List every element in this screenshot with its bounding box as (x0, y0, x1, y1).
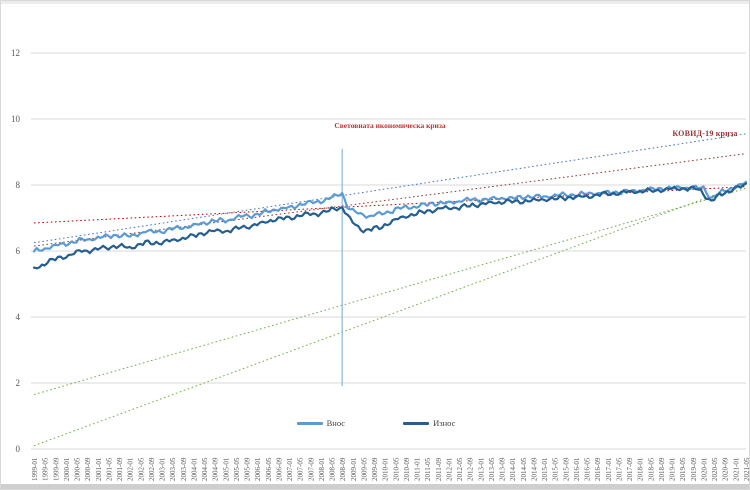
x-tick-label: 1999-01 (31, 457, 39, 481)
imports-legend-label: Внос (326, 418, 346, 428)
x-tick-label: 2013-01 (477, 457, 485, 481)
crisis-annotation: Световната икономическа криза (334, 121, 446, 130)
y-tick-label: 4 (16, 312, 21, 322)
x-tick-label: 2009-01 (350, 457, 358, 481)
x-tick-label: 2006-05 (265, 457, 273, 481)
x-tick-label: 2019-01 (669, 457, 677, 481)
trend-line-4 (33, 133, 747, 244)
x-tick-label: 2003-01 (159, 457, 167, 481)
x-tick-label: 2021-01 (732, 457, 740, 481)
y-tick-label: 0 (16, 444, 21, 454)
x-tick-label: 2007-01 (286, 457, 294, 481)
top-border-strip (1, 1, 749, 4)
y-tick-label: 10 (11, 114, 21, 124)
trend-line-0 (33, 187, 747, 396)
x-tick-label: 2016-09 (594, 457, 602, 481)
x-tick-label: 2000-09 (84, 457, 92, 481)
x-tick-label: 2014-09 (531, 457, 539, 481)
x-tick-label: 2014-05 (520, 457, 528, 481)
exports-line-swatch (403, 421, 430, 425)
x-tick-label: 2020-05 (711, 457, 719, 481)
legend-item-imports[interactable]: Внос (296, 418, 346, 428)
x-tick-label: 2008-05 (329, 457, 337, 481)
x-tick-label: 2010-05 (392, 457, 400, 481)
x-tick-label: 2011-01 (414, 457, 422, 481)
x-tick-label: 2009-09 (371, 457, 379, 481)
x-tick-label: 2008-09 (339, 457, 347, 481)
x-tick-label: 2007-05 (297, 457, 305, 481)
x-tick-label: 2003-05 (169, 457, 177, 481)
x-tick-label: 2020-01 (701, 457, 709, 481)
x-tick-label: 2018-05 (647, 457, 655, 481)
x-tick-label: 2000-01 (63, 457, 71, 481)
x-tick-label: 2012-09 (467, 457, 475, 481)
x-tick-label: 2002-01 (127, 457, 135, 481)
x-tick-label: 2007-09 (307, 457, 315, 481)
x-tick-label: 2005-05 (233, 457, 241, 481)
x-tick-label: 2001-05 (105, 457, 113, 481)
x-tick-label: 1999-05 (42, 457, 50, 481)
y-tick-label: 12 (11, 48, 20, 58)
covid-annotation: КОВИД-19 криза (672, 129, 738, 138)
trend-line-2 (33, 186, 747, 224)
trend-line-1 (33, 182, 747, 447)
x-tick-label: 2004-09 (212, 457, 220, 481)
x-tick-label: 2004-05 (201, 457, 209, 481)
x-tick-label: 2008-01 (318, 457, 326, 481)
x-tick-label: 2015-05 (552, 457, 560, 481)
x-tick-label: 2002-09 (148, 457, 156, 481)
x-tick-label: 2017-05 (616, 457, 624, 481)
x-tick-label: 2011-05 (424, 457, 432, 481)
x-tick-label: 2015-09 (562, 457, 570, 481)
x-tick-label: 2002-05 (137, 457, 145, 481)
x-tick-label: 2009-05 (360, 457, 368, 481)
y-tick-label: 2 (16, 378, 21, 388)
x-tick-label: 2003-09 (180, 457, 188, 481)
x-tick-label: 2019-09 (690, 457, 698, 481)
x-tick-label: 1999-09 (52, 457, 60, 481)
x-tick-label: 2013-05 (488, 457, 496, 481)
x-tick-label: 2020-09 (722, 457, 730, 481)
x-tick-label: 2017-09 (626, 457, 634, 481)
x-tick-label: 2005-09 (244, 457, 252, 481)
x-tick-label: 2000-05 (74, 457, 82, 481)
x-tick-label: 2011-09 (435, 457, 443, 481)
x-tick-label: 2018-01 (637, 457, 645, 481)
x-tick-label: 2001-09 (116, 457, 124, 481)
x-tick-label: 2015-01 (541, 457, 549, 481)
x-tick-label: 2019-05 (679, 457, 687, 481)
legend-item-exports[interactable]: Износ (403, 418, 455, 428)
series-line-exports (32, 182, 748, 270)
x-tick-label: 2017-01 (605, 457, 613, 481)
x-tick-label: 2021-05 (743, 457, 750, 481)
x-tick-label: 2001-01 (95, 457, 103, 481)
series-line-imports (32, 180, 748, 253)
x-tick-label: 2010-09 (403, 457, 411, 481)
x-tick-label: 2018-09 (658, 457, 666, 481)
x-tick-label: 2016-01 (573, 457, 581, 481)
legend: Внос Износ (1, 415, 749, 431)
x-tick-label: 2014-01 (509, 457, 517, 481)
x-tick-label: 2006-01 (254, 457, 262, 481)
x-tick-label: 2016-05 (584, 457, 592, 481)
x-tick-label: 2010-01 (382, 457, 390, 481)
bottom-border-strip (1, 484, 749, 489)
x-tick-label: 2012-01 (445, 457, 453, 481)
x-tick-label: 2012-05 (456, 457, 464, 481)
x-tick-label: 2013-09 (499, 457, 507, 481)
imports-line-swatch (296, 421, 323, 425)
x-tick-label: 2006-09 (275, 457, 283, 481)
y-tick-label: 8 (16, 180, 21, 190)
y-tick-label: 6 (16, 246, 21, 256)
x-tick-label: 2005-01 (222, 457, 230, 481)
x-tick-label: 2004-01 (190, 457, 198, 481)
exports-legend-label: Износ (433, 418, 456, 428)
